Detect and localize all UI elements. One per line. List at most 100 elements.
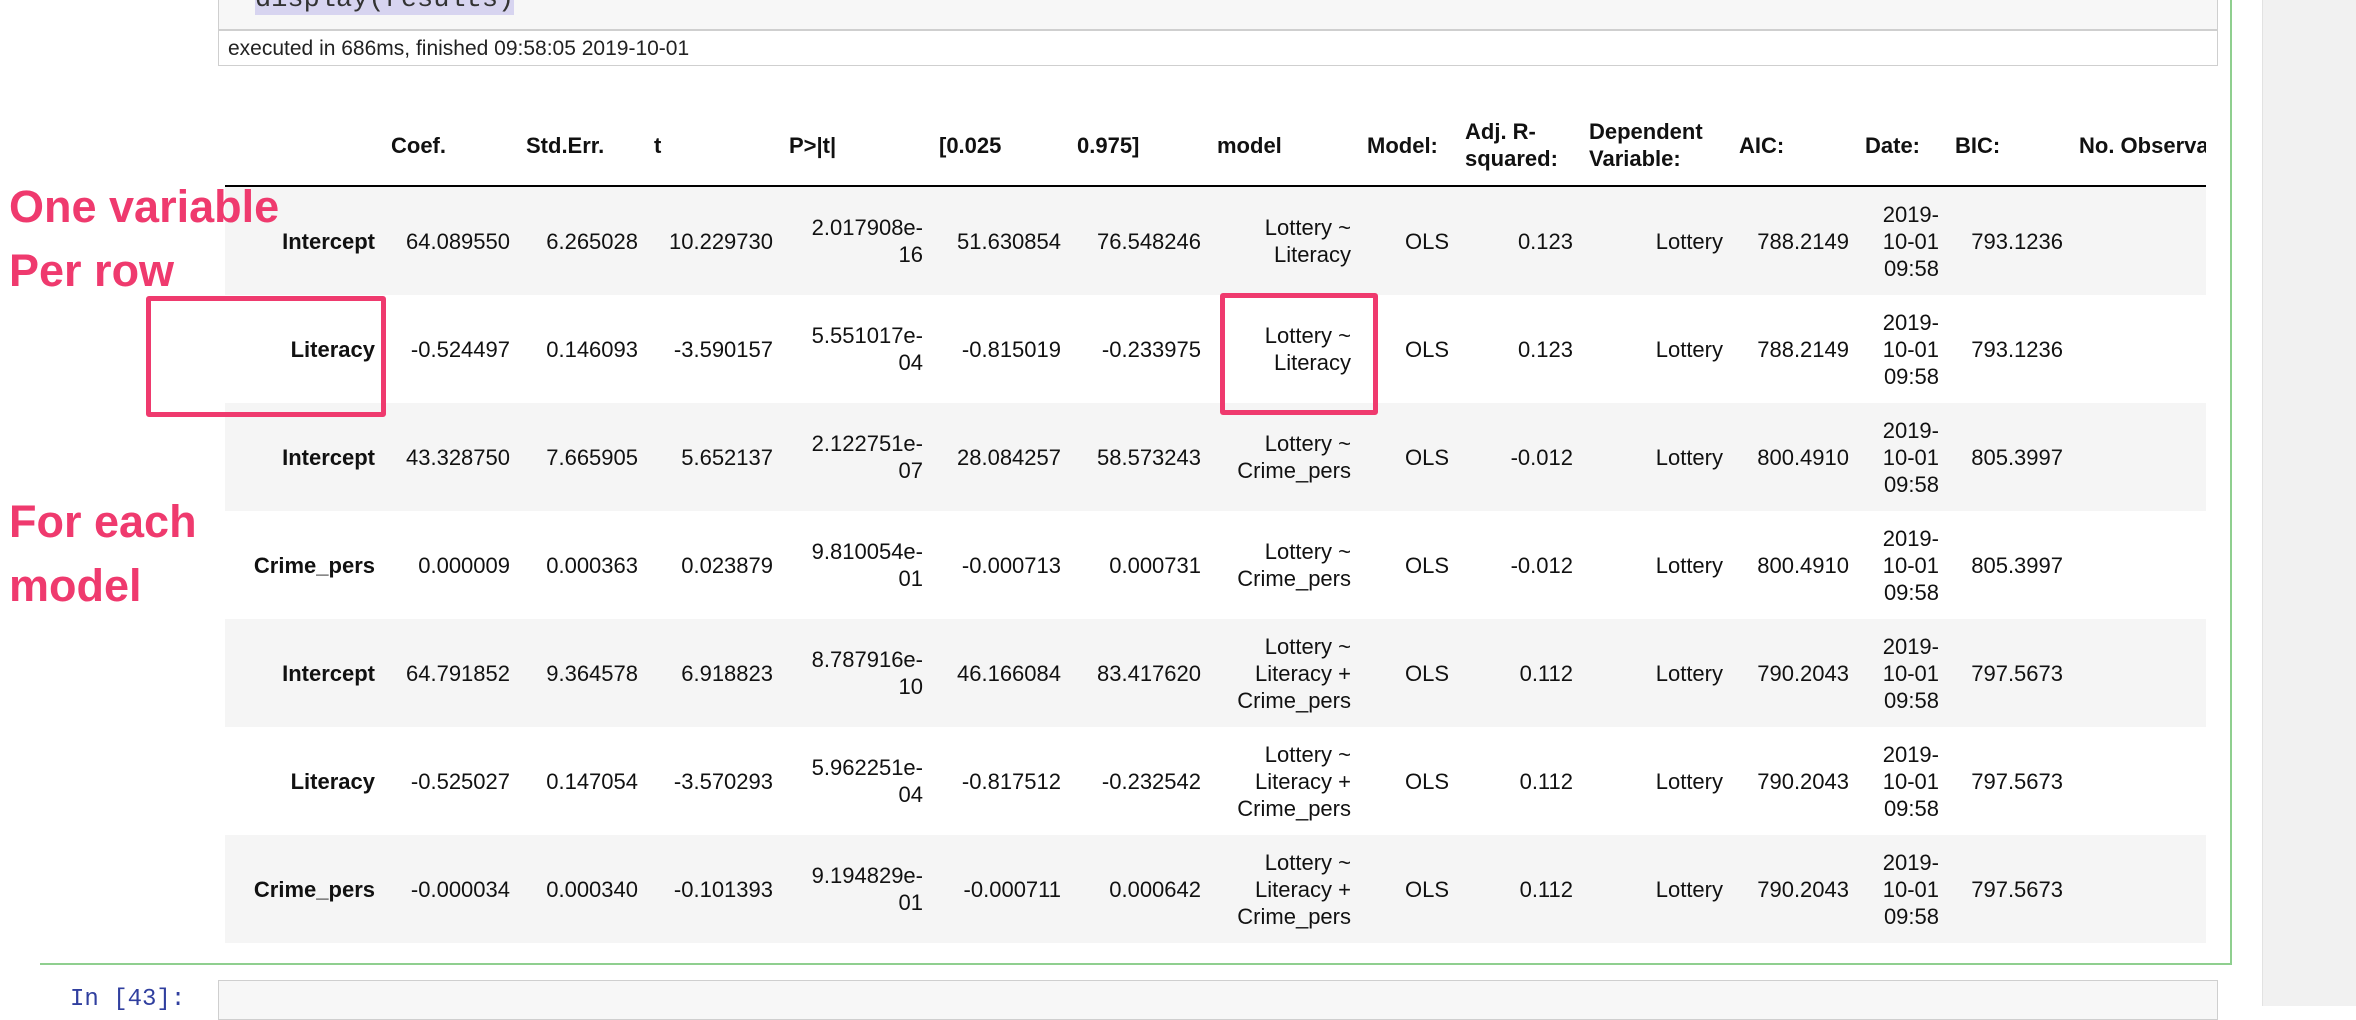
table-cell: -0.000713	[961, 552, 1061, 578]
table-row: Literacy -0.525027 0.147054 -3.570293 5.9622…	[225, 727, 2206, 835]
table-cell: 797.5673	[1947, 835, 2071, 943]
row-index: Intercept	[225, 403, 383, 511]
table-cell: 0.000009	[418, 552, 510, 578]
table-cell: 2019-10-01 09:58	[1857, 619, 1947, 727]
table-cell: 797.5673	[1947, 619, 2071, 727]
table-cell: 2019-10-01 09:58	[1857, 186, 1947, 295]
next-cell[interactable]	[218, 980, 2218, 1020]
code-text: display(results)	[255, 0, 515, 15]
table-cell	[2071, 186, 2206, 295]
table-cell: 46.166084	[931, 619, 1069, 727]
table-cell: 0.023879	[681, 552, 773, 578]
annotation: For each model	[9, 490, 197, 618]
header-cell: Adj. R-squared:	[1457, 105, 1581, 187]
cell-border	[40, 963, 2232, 965]
table-cell: OLS	[1359, 619, 1457, 727]
table-cell: 10.229730	[646, 186, 781, 295]
table-cell	[2071, 403, 2206, 511]
table-cell: -0.000034	[383, 835, 518, 943]
table-cell: 2.122751e-07	[781, 403, 931, 511]
header-cell: [0.025	[931, 105, 1069, 187]
table-cell: 790.2043	[1731, 835, 1857, 943]
table-cell: -0.815019	[961, 336, 1061, 362]
table-cell: 51.630854	[931, 186, 1069, 295]
header-cell: 0.975]	[1069, 105, 1209, 187]
table-cell: 805.3997	[1947, 403, 2071, 511]
table-cell: Lottery	[1581, 403, 1731, 511]
table-cell	[2071, 727, 2206, 835]
table-cell: -3.570293	[673, 768, 773, 794]
table-cell: 8.787916e-10	[781, 619, 931, 727]
results-table: Coef. Std.Err. t P>|t| [0.025 0.975] model Mode…	[225, 105, 2206, 943]
table-cell: -0.012	[1457, 403, 1581, 511]
table-cell: Lottery	[1655, 336, 1723, 362]
scrollbar[interactable]	[2262, 0, 2356, 1006]
header-cell: AIC:	[1731, 105, 1857, 187]
table-cell: 28.084257	[931, 403, 1069, 511]
table-cell: 2019-10-01 09:58	[1882, 309, 1939, 389]
table-cell: 6.265028	[518, 186, 646, 295]
table-row: Intercept 64.791852 9.364578 6.918823 8.7879…	[225, 619, 2206, 727]
table-cell: Lottery ~ Crime_pers	[1237, 539, 1351, 591]
table-cell: 797.5673	[1971, 768, 2063, 794]
table-cell: 0.000642	[1069, 835, 1209, 943]
table-cell: 2019-10-01 09:58	[1882, 741, 1939, 821]
table-cell	[2071, 619, 2206, 727]
table-cell: 2.017908e-16	[781, 186, 931, 295]
table-cell: Lottery ~ Literacy + Crime_pers	[1237, 741, 1351, 821]
table-cell: -0.101393	[646, 835, 781, 943]
table-cell: -0.817512	[961, 768, 1061, 794]
table-cell: Lottery	[1581, 619, 1731, 727]
code-cell[interactable]: display(results)	[218, 0, 2218, 30]
table-cell: Lottery	[1655, 552, 1723, 578]
table-cell: 800.4910	[1757, 552, 1849, 578]
exec-info: executed in 686ms, finished 09:58:05 201…	[218, 30, 2218, 66]
table-cell: 0.147054	[546, 768, 638, 794]
table-cell: 0.112	[1457, 835, 1581, 943]
table-cell: 43.328750	[383, 403, 518, 511]
highlight-box	[146, 296, 386, 417]
table-row: Literacy -0.524497 0.146093 -3.590157 5.5510…	[225, 295, 2206, 403]
table-cell: -0.000711	[931, 835, 1069, 943]
header-cell: Date:	[1857, 105, 1947, 187]
annotation-line: For each	[9, 496, 197, 547]
table-cell: 788.2149	[1731, 186, 1857, 295]
prompt: In [43]:	[70, 986, 186, 1013]
table-cell: -0.233975	[1101, 336, 1201, 362]
table-cell	[2071, 511, 2206, 619]
table-cell: Lottery ~ Literacy	[1264, 323, 1351, 375]
annotation-line: Per row	[9, 245, 175, 296]
row-index: Literacy	[290, 768, 375, 794]
table-cell: 76.548246	[1069, 186, 1209, 295]
table-row: Crime_pers 0.000009 0.000363 0.023879 9.8100…	[225, 511, 2206, 619]
table-cell: 5.962251e-04	[811, 755, 923, 807]
table-cell: Lottery	[1581, 186, 1731, 295]
annotation: One variable Per row	[9, 175, 279, 303]
table-cell: 790.2043	[1757, 768, 1849, 794]
header-row: Coef. Std.Err. t P>|t| [0.025 0.975] model Mode…	[225, 105, 2206, 187]
table-cell: 0.146093	[546, 336, 638, 362]
header-cell: Std.Err.	[518, 105, 646, 187]
table-cell: -0.525027	[410, 768, 510, 794]
table-cell: 0.000731	[1109, 552, 1201, 578]
table-cell: OLS	[1359, 403, 1457, 511]
table-cell: Lottery	[1655, 768, 1723, 794]
annotation-line: model	[9, 560, 142, 611]
table-cell: 2019-10-01 09:58	[1857, 403, 1947, 511]
table-cell: 9.194829e-01	[781, 835, 931, 943]
table-row: Intercept 64.089550 6.265028 10.229730 2.017…	[225, 186, 2206, 295]
header-cell: No. Observations	[2071, 105, 2206, 187]
header-cell	[225, 105, 383, 187]
table-cell: 800.4910	[1731, 403, 1857, 511]
table-cell: 9.810054e-01	[811, 539, 923, 591]
cell-border	[2230, 0, 2232, 965]
header-cell: Dependent Variable:	[1581, 105, 1731, 187]
header-cell: P>|t|	[781, 105, 931, 187]
table-cell: -0.012	[1510, 552, 1573, 578]
table-cell: Lottery ~ Literacy	[1209, 186, 1359, 295]
header-cell: Coef.	[383, 105, 518, 187]
table-cell: Lottery ~ Literacy + Crime_pers	[1209, 619, 1359, 727]
table-cell: -0.524497	[410, 336, 510, 362]
table-row: Intercept 43.328750 7.665905 5.652137 2.1227…	[225, 403, 2206, 511]
table-cell: 7.665905	[518, 403, 646, 511]
